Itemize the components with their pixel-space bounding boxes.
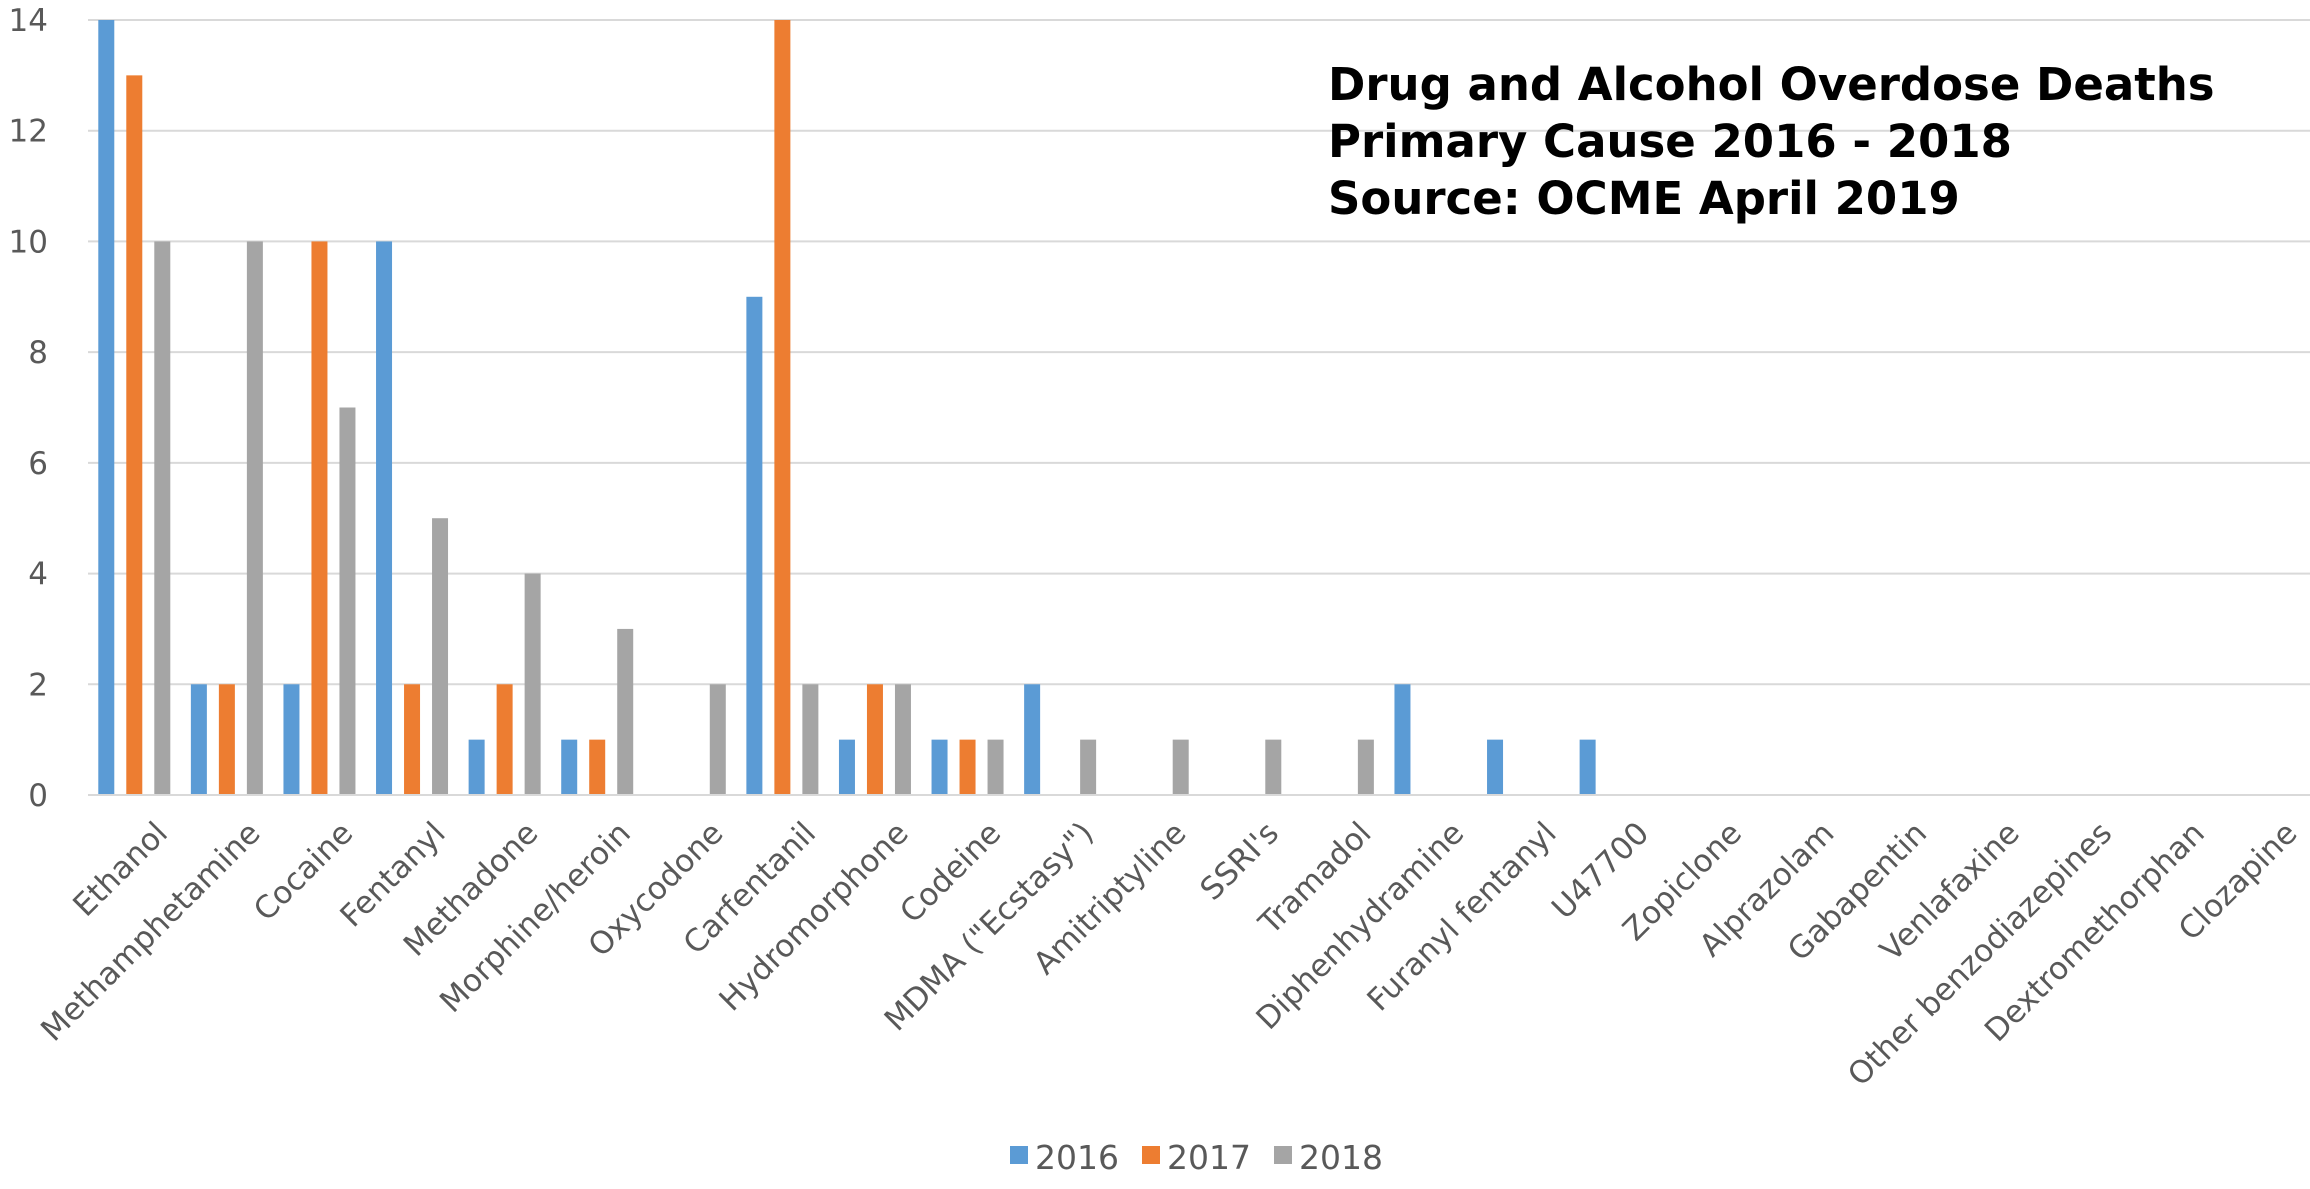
bar-ethanol-2017 bbox=[126, 75, 143, 796]
bar-hydromorphone-2018 bbox=[894, 684, 911, 795]
y-tick-label: 6 bbox=[28, 446, 48, 482]
bar-tramadol-2018 bbox=[1357, 739, 1374, 795]
bar-u47700-2016 bbox=[1579, 739, 1596, 795]
bar-methamphetamine-2018 bbox=[246, 241, 263, 795]
bar-ethanol-2016 bbox=[98, 20, 115, 795]
bar-mdma-ecstasy-2018 bbox=[1080, 739, 1097, 795]
bar-methadone-2018 bbox=[524, 573, 541, 795]
chart-title-line-1: Drug and Alcohol Overdose Deaths bbox=[1328, 58, 2215, 111]
bar-methamphetamine-2017 bbox=[218, 684, 235, 795]
bar-furanyl-fentanyl-2016 bbox=[1487, 739, 1504, 795]
y-tick-label: 0 bbox=[28, 778, 48, 814]
chart-title: Drug and Alcohol Overdose Deaths Primary… bbox=[1328, 58, 2215, 225]
bar-ethanol-2018 bbox=[154, 241, 171, 795]
bar-methadone-2016 bbox=[468, 739, 485, 795]
bar-oxycodone-2018 bbox=[709, 684, 726, 795]
bar-cocaine-2018 bbox=[339, 407, 356, 795]
y-tick-label: 2 bbox=[28, 667, 48, 703]
bar-cocaine-2017 bbox=[311, 241, 328, 795]
bar-carfentanil-2016 bbox=[746, 296, 763, 795]
legend-label-2018: 2018 bbox=[1299, 1138, 1383, 1177]
chart-title-line-3: Source: OCME April 2019 bbox=[1328, 172, 1960, 225]
bar-methadone-2017 bbox=[496, 684, 513, 795]
y-axis-ticks: 0 2 4 6 8 10 12 14 bbox=[9, 3, 48, 814]
bar-fentanyl-2018 bbox=[432, 518, 449, 795]
y-tick-label: 14 bbox=[9, 3, 48, 39]
legend-swatch-2018 bbox=[1274, 1146, 1292, 1164]
chart-title-line-2: Primary Cause 2016 - 2018 bbox=[1328, 115, 2012, 168]
legend-label-2017: 2017 bbox=[1167, 1138, 1251, 1177]
bar-hydromorphone-2017 bbox=[866, 684, 883, 795]
y-tick-label: 8 bbox=[28, 335, 48, 371]
bar-diphenhydramine-2016 bbox=[1394, 684, 1411, 795]
y-tick-label: 12 bbox=[9, 114, 48, 150]
gridlines bbox=[88, 19, 2310, 686]
bar-hydromorphone-2016 bbox=[838, 739, 855, 795]
bar-amitriptyline-2018 bbox=[1172, 739, 1189, 795]
x-axis-category-labels: EthanolMethamphetamineCocaineFentanylMet… bbox=[34, 815, 2304, 1093]
x-tick-label: SSRI's bbox=[1194, 815, 1286, 907]
bar-morphine-heroin-2018 bbox=[617, 628, 634, 795]
bar-ssri-s-2018 bbox=[1265, 739, 1282, 795]
bar-carfentanil-2018 bbox=[802, 684, 819, 795]
y-tick-label: 10 bbox=[9, 224, 48, 260]
bar-cocaine-2016 bbox=[283, 684, 300, 795]
bar-codeine-2016 bbox=[931, 739, 948, 795]
bar-fentanyl-2017 bbox=[404, 684, 421, 795]
y-tick-label: 4 bbox=[28, 557, 48, 593]
bar-fentanyl-2016 bbox=[376, 241, 393, 795]
legend: 2016 2017 2018 bbox=[1010, 1138, 1383, 1177]
bar-codeine-2018 bbox=[987, 739, 1004, 795]
legend-label-2016: 2016 bbox=[1035, 1138, 1119, 1177]
bars bbox=[98, 20, 1596, 796]
bar-morphine-heroin-2016 bbox=[561, 739, 578, 795]
legend-swatch-2017 bbox=[1142, 1146, 1160, 1164]
bar-methamphetamine-2016 bbox=[190, 684, 207, 795]
legend-swatch-2016 bbox=[1010, 1146, 1028, 1164]
bar-mdma-ecstasy-2016 bbox=[1024, 684, 1041, 795]
bar-codeine-2017 bbox=[959, 739, 976, 795]
bar-carfentanil-2017 bbox=[774, 20, 791, 795]
bar-morphine-heroin-2017 bbox=[589, 739, 606, 795]
